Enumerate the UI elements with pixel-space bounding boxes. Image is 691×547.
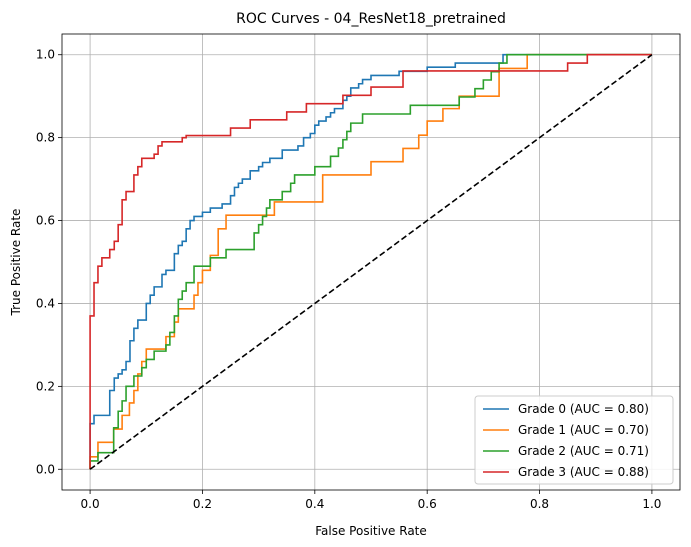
y-tick-label: 0.0 [36, 462, 55, 476]
series-layer [89, 53, 653, 470]
legend-label-grade-1: Grade 1 (AUC = 0.70) [518, 423, 649, 437]
roc-curve-grade-0 [89, 53, 652, 470]
y-axis-label: True Positive Rate [9, 209, 23, 317]
y-tick-label: 0.2 [36, 379, 55, 393]
x-tick-label: 0.6 [418, 497, 437, 511]
x-tick-label: 0.0 [81, 497, 100, 511]
y-tick-label: 0.4 [36, 296, 55, 310]
legend-box [474, 395, 674, 485]
x-tick-label: 0.8 [530, 497, 549, 511]
x-tick-label: 0.4 [305, 497, 324, 511]
chance-diagonal-line [89, 54, 653, 470]
roc-curve-grade-3 [89, 53, 652, 470]
ticks: 0.0 0.2 0.4 0.6 0.8 1.0 0.0 0.2 0.4 0.6 0.8 1.0 [36, 48, 662, 511]
y-tick-label: 0.8 [36, 131, 55, 145]
plot-area-frame [61, 33, 681, 491]
legend: Grade 0 (AUC = 0.80) Grade 1 (AUC = 0.70… [474, 395, 674, 485]
chart-title: ROC Curves - 04_ResNet18_pretrained [236, 11, 506, 27]
y-tick-label: 1.0 [36, 48, 55, 62]
legend-label-grade-2: Grade 2 (AUC = 0.71) [518, 444, 649, 458]
legend-label-grade-3: Grade 3 (AUC = 0.88) [518, 465, 649, 479]
x-axis-label: False Positive Rate [315, 524, 427, 538]
y-tick-label: 0.6 [36, 214, 55, 228]
x-tick-label: 0.2 [193, 497, 212, 511]
x-tick-label: 1.0 [642, 497, 661, 511]
legend-label-grade-0: Grade 0 (AUC = 0.80) [518, 402, 649, 416]
roc-curve-grade-1 [89, 53, 652, 470]
roc-curve-grade-2 [89, 53, 652, 470]
grid [62, 34, 680, 490]
